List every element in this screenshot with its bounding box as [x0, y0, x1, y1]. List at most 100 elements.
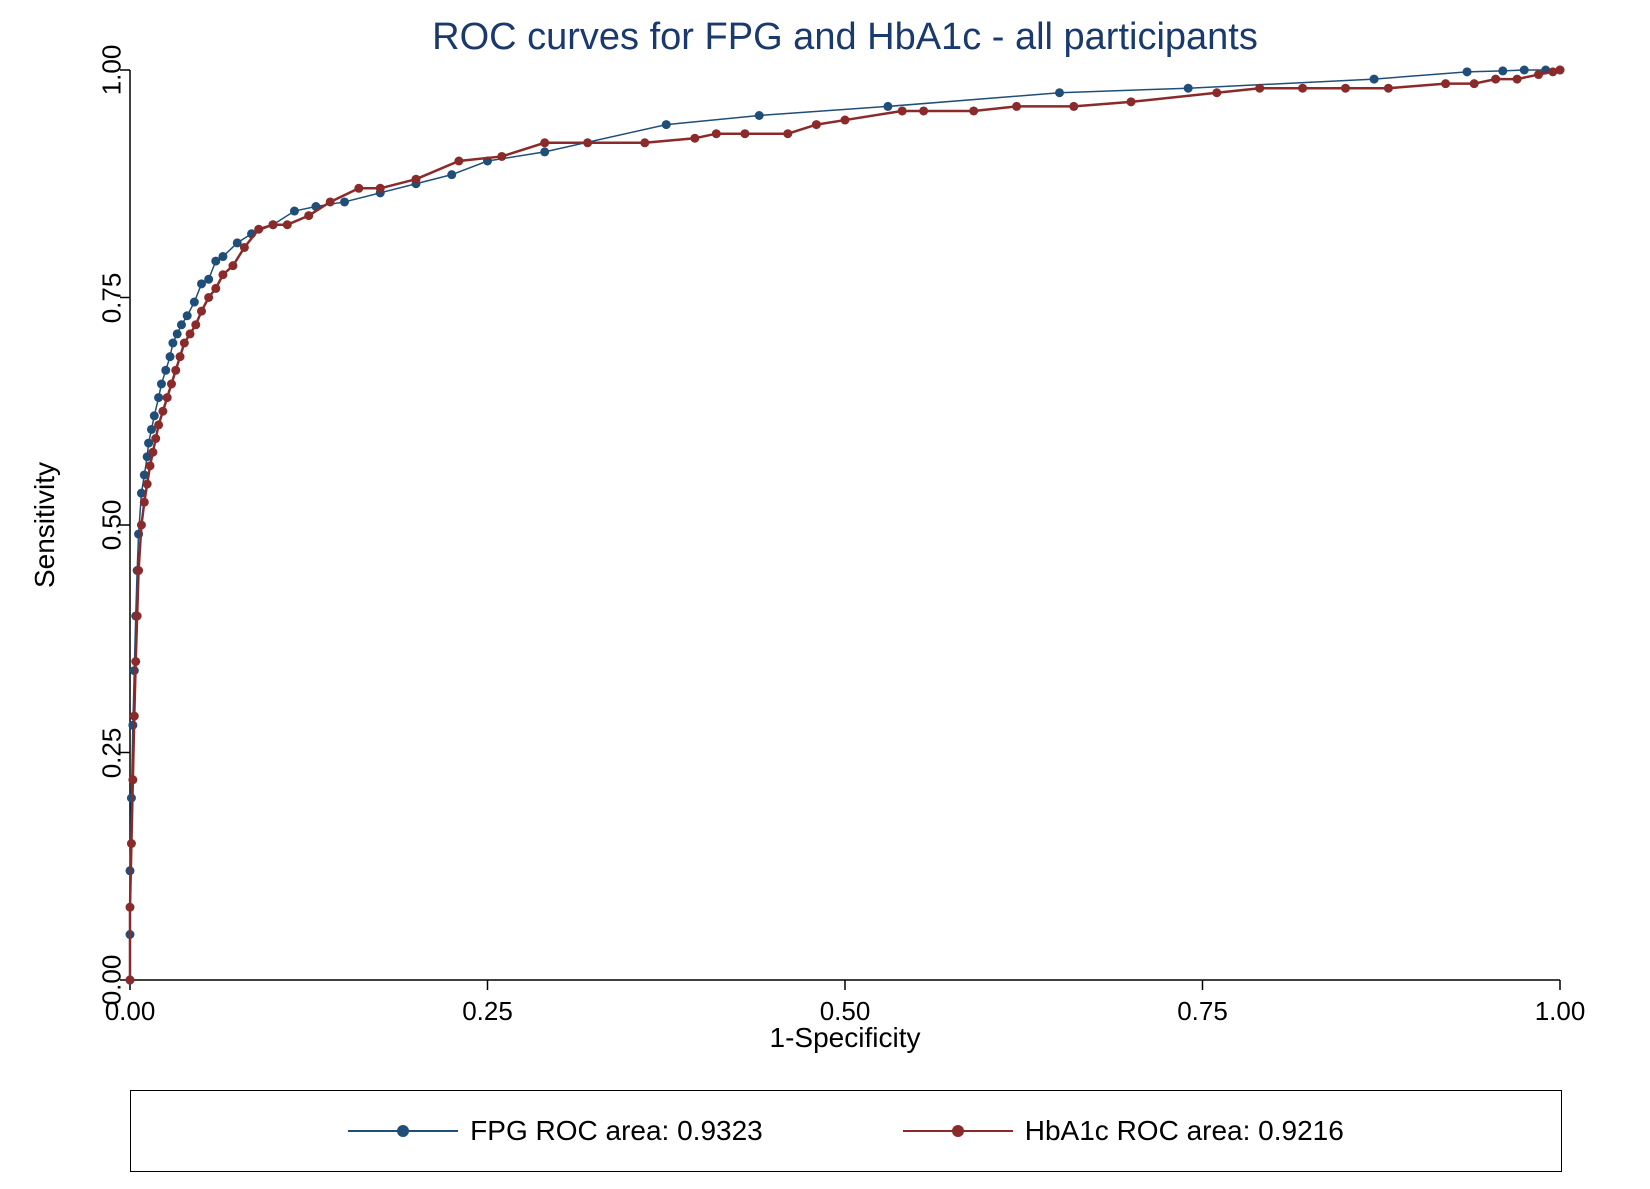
legend-marker-icon	[397, 1125, 409, 1137]
legend-swatch	[348, 1130, 458, 1132]
y-tick-label: 0.75	[97, 272, 128, 323]
series-marker-HbA1c	[140, 498, 149, 507]
series-marker-FPG	[168, 339, 177, 348]
series-marker-HbA1c	[131, 657, 140, 666]
series-marker-FPG	[183, 311, 192, 320]
legend-label: HbA1c ROC area: 0.9216	[1025, 1115, 1344, 1147]
x-tick-label: 0.25	[462, 996, 513, 1027]
legend-swatch	[903, 1130, 1013, 1133]
legend-item: FPG ROC area: 0.9323	[348, 1115, 763, 1147]
legend-item: HbA1c ROC area: 0.9216	[903, 1115, 1344, 1147]
series-marker-FPG	[177, 320, 186, 329]
plot-svg	[130, 70, 1560, 980]
series-marker-HbA1c	[1441, 79, 1450, 88]
series-marker-HbA1c	[1470, 79, 1479, 88]
series-marker-HbA1c	[127, 839, 136, 848]
series-marker-HbA1c	[376, 184, 385, 193]
series-marker-HbA1c	[354, 184, 363, 193]
series-marker-HbA1c	[1127, 97, 1136, 106]
series-marker-HbA1c	[148, 448, 157, 457]
series-marker-HbA1c	[158, 407, 167, 416]
series-marker-HbA1c	[712, 129, 721, 138]
series-marker-HbA1c	[130, 712, 139, 721]
x-tick-label: 0.50	[820, 996, 871, 1027]
series-marker-HbA1c	[1491, 75, 1500, 84]
series-marker-FPG	[290, 207, 299, 216]
series-marker-FPG	[662, 120, 671, 129]
y-tick-label: 0.25	[97, 727, 128, 778]
series-marker-HbA1c	[163, 393, 172, 402]
series-marker-FPG	[1463, 67, 1472, 76]
series-marker-HbA1c	[167, 379, 176, 388]
series-marker-HbA1c	[269, 220, 278, 229]
x-tick-label: 1.00	[1535, 996, 1586, 1027]
series-marker-FPG	[204, 275, 213, 284]
series-marker-HbA1c	[497, 152, 506, 161]
series-marker-HbA1c	[898, 106, 907, 115]
series-marker-FPG	[1498, 66, 1507, 75]
series-marker-FPG	[173, 329, 182, 338]
series-marker-FPG	[340, 197, 349, 206]
y-axis-label: Sensitivity	[29, 462, 61, 588]
series-marker-HbA1c	[783, 129, 792, 138]
series-marker-HbA1c	[180, 339, 189, 348]
y-tick-label: 0.50	[97, 500, 128, 551]
series-marker-HbA1c	[1556, 66, 1565, 75]
series-marker-HbA1c	[283, 220, 292, 229]
series-marker-HbA1c	[1255, 84, 1264, 93]
series-marker-HbA1c	[919, 106, 928, 115]
series-marker-FPG	[166, 352, 175, 361]
series-marker-HbA1c	[1212, 88, 1221, 97]
series-marker-HbA1c	[176, 352, 185, 361]
series-marker-FPG	[1520, 66, 1529, 75]
series-marker-HbA1c	[128, 775, 137, 784]
series-marker-HbA1c	[690, 134, 699, 143]
series-marker-HbA1c	[412, 175, 421, 184]
legend-marker-icon	[952, 1125, 964, 1137]
series-marker-HbA1c	[841, 116, 850, 125]
legend-label: FPG ROC area: 0.9323	[470, 1115, 763, 1147]
series-marker-HbA1c	[204, 293, 213, 302]
series-marker-HbA1c	[134, 566, 143, 575]
series-marker-HbA1c	[218, 270, 227, 279]
series-line-HbA1c	[130, 70, 1560, 980]
series-marker-FPG	[1184, 84, 1193, 93]
series-marker-FPG	[447, 170, 456, 179]
series-marker-HbA1c	[1012, 102, 1021, 111]
chart-title: ROC curves for FPG and HbA1c - all parti…	[432, 16, 1258, 59]
series-marker-FPG	[161, 366, 170, 375]
series-marker-HbA1c	[1069, 102, 1078, 111]
y-tick-label: 0.00	[97, 955, 128, 1006]
series-marker-FPG	[883, 102, 892, 111]
series-marker-HbA1c	[812, 120, 821, 129]
series-marker-HbA1c	[1534, 70, 1543, 79]
series-marker-HbA1c	[540, 138, 549, 147]
series-marker-HbA1c	[326, 197, 335, 206]
series-marker-HbA1c	[133, 612, 142, 621]
series-marker-HbA1c	[126, 903, 135, 912]
series-marker-FPG	[190, 298, 199, 307]
series-marker-FPG	[157, 379, 166, 388]
series-marker-HbA1c	[583, 138, 592, 147]
series-marker-HbA1c	[137, 521, 146, 530]
series-marker-HbA1c	[1384, 84, 1393, 93]
series-marker-HbA1c	[171, 366, 180, 375]
series-line-FPG	[130, 70, 1560, 980]
series-marker-FPG	[755, 111, 764, 120]
series-marker-FPG	[218, 252, 227, 261]
series-marker-HbA1c	[254, 225, 263, 234]
series-marker-HbA1c	[211, 284, 220, 293]
series-marker-HbA1c	[191, 320, 200, 329]
series-marker-HbA1c	[186, 329, 195, 338]
series-marker-HbA1c	[454, 157, 463, 166]
legend-box: FPG ROC area: 0.9323 HbA1c ROC area: 0.92…	[130, 1090, 1562, 1172]
series-marker-HbA1c	[969, 106, 978, 115]
series-marker-HbA1c	[304, 211, 313, 220]
series-marker-HbA1c	[151, 434, 160, 443]
series-marker-HbA1c	[228, 261, 237, 270]
plot-area	[130, 70, 1560, 980]
series-marker-HbA1c	[154, 420, 163, 429]
series-marker-HbA1c	[240, 243, 249, 252]
roc-chart-figure: ROC curves for FPG and HbA1c - all parti…	[0, 0, 1650, 1189]
series-marker-HbA1c	[1513, 75, 1522, 84]
